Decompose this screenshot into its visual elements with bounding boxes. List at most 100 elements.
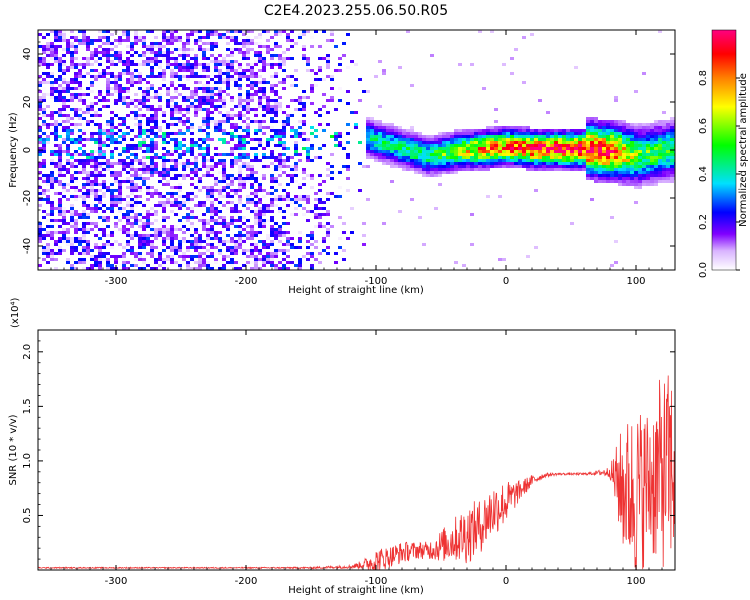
heatmap-cell (270, 138, 274, 141)
heatmap-cell (182, 201, 186, 204)
heatmap-cell (398, 162, 402, 165)
heatmap-cell (510, 144, 514, 147)
heatmap-cell (586, 165, 590, 168)
heatmap-cell (106, 36, 110, 39)
snr-y-ticks: 0.51.01.52.0 (22, 340, 675, 560)
heatmap-cell (102, 234, 106, 237)
heatmap-cell (198, 126, 202, 129)
heatmap-cell (66, 48, 70, 51)
heatmap-cell (430, 144, 434, 147)
heatmap-cell (250, 261, 254, 264)
heatmap-cell (174, 117, 178, 120)
heatmap-cell (474, 156, 478, 159)
heatmap-cell (646, 141, 650, 144)
heatmap-cell (194, 204, 198, 207)
heatmap-cell (262, 96, 266, 99)
heatmap-cell (242, 153, 246, 156)
heatmap-cell (230, 261, 234, 264)
heatmap-cell (566, 168, 570, 171)
heatmap-cell (58, 201, 62, 204)
heatmap-cell (78, 141, 82, 144)
heatmap-cell (554, 138, 558, 141)
heatmap-cell (226, 75, 230, 78)
heatmap-cell (594, 150, 598, 153)
heatmap-cell (298, 132, 302, 135)
heatmap-cell (274, 99, 278, 102)
heatmap-cell (378, 141, 382, 144)
heatmap-cell (262, 222, 266, 225)
heatmap-cell (254, 201, 258, 204)
heatmap-cell (130, 75, 134, 78)
heatmap-cell (86, 189, 90, 192)
heatmap-cell (238, 114, 242, 117)
heatmap-cell (470, 132, 474, 135)
heatmap-cell (238, 153, 242, 156)
heatmap-cell (570, 141, 574, 144)
heatmap-cell (190, 213, 194, 216)
heatmap-cell (262, 177, 266, 180)
heatmap-cell (182, 84, 186, 87)
heatmap-cell (42, 252, 46, 255)
heatmap-cell (282, 165, 286, 168)
heatmap-cell (466, 144, 470, 147)
heatmap-cell (138, 99, 142, 102)
heatmap-cell (78, 84, 82, 87)
heatmap-cell (414, 135, 418, 138)
heatmap-cell (298, 159, 302, 162)
heatmap-cell (218, 243, 222, 246)
heatmap-cell (354, 63, 358, 66)
heatmap-cell (218, 96, 222, 99)
heatmap-cell (282, 162, 286, 165)
heatmap-cell (214, 87, 218, 90)
heatmap-cell (146, 186, 150, 189)
heatmap-cell (470, 159, 474, 162)
heatmap-cell (70, 57, 74, 60)
heatmap-cell (286, 156, 290, 159)
heatmap-cell (574, 141, 578, 144)
heatmap-cell (166, 135, 170, 138)
heatmap-cell (242, 42, 246, 45)
heatmap-cell (166, 198, 170, 201)
heatmap-cell (58, 99, 62, 102)
heatmap-cell (494, 150, 498, 153)
heatmap-cell (214, 105, 218, 108)
heatmap-cell (490, 153, 494, 156)
heatmap-cell (38, 165, 42, 168)
heatmap-cell (134, 144, 138, 147)
heatmap-cell (226, 66, 230, 69)
heatmap-cell (498, 138, 502, 141)
heatmap-cell (58, 33, 62, 36)
heatmap-cell (518, 126, 522, 129)
heatmap-cell (42, 144, 46, 147)
heatmap-cell (510, 150, 514, 153)
heatmap-cell (566, 153, 570, 156)
heatmap-cell (474, 162, 478, 165)
heatmap-cell (278, 120, 282, 123)
heatmap-cell (62, 69, 66, 72)
heatmap-cell (86, 60, 90, 63)
heatmap-cell (522, 138, 526, 141)
heatmap-cell (290, 165, 294, 168)
heatmap-cell (122, 264, 126, 267)
heatmap-cell (534, 147, 538, 150)
heatmap-cell (642, 180, 646, 183)
heatmap-cell (118, 198, 122, 201)
heatmap-cell (370, 138, 374, 141)
heatmap-cell (70, 177, 74, 180)
heatmap-cell (630, 162, 634, 165)
heatmap-cell (426, 144, 430, 147)
heatmap-cell (482, 147, 486, 150)
heatmap-cell (94, 255, 98, 258)
heatmap-cell (326, 231, 330, 234)
heatmap-cell (238, 195, 242, 198)
heatmap-cell (182, 231, 186, 234)
heatmap-cell (222, 195, 226, 198)
heatmap-cell (170, 210, 174, 213)
heatmap-cell (262, 249, 266, 252)
heatmap-cell (626, 138, 630, 141)
heatmap-cell (246, 102, 250, 105)
heatmap-cell (114, 78, 118, 81)
heatmap-cell (178, 144, 182, 147)
heatmap-cell (234, 81, 238, 84)
heatmap-cell (238, 75, 242, 78)
